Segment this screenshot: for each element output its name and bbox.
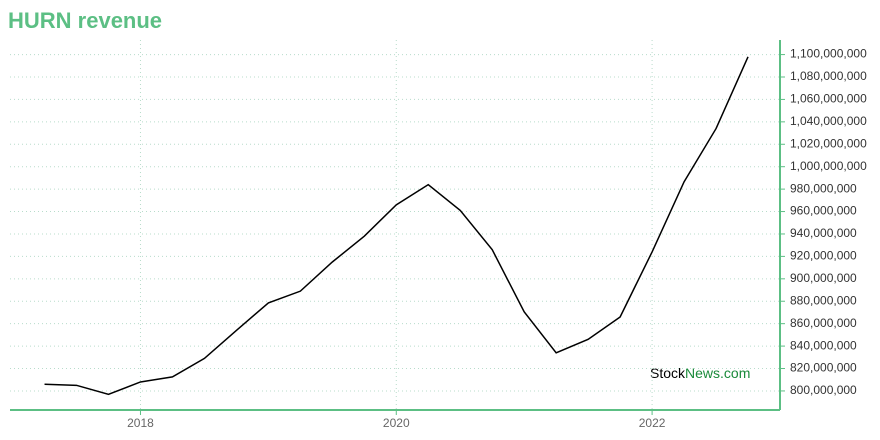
- x-tick-label: 2022: [639, 416, 666, 430]
- y-tick-label: 1,020,000,000: [790, 136, 867, 150]
- y-tick-label: 860,000,000: [790, 316, 857, 330]
- watermark: StockNews.com: [650, 365, 750, 381]
- chart-title: HURN revenue: [8, 8, 162, 33]
- y-tick-label: 1,100,000,000: [790, 47, 867, 61]
- y-tick-label: 880,000,000: [790, 293, 857, 307]
- y-tick-label: 840,000,000: [790, 338, 857, 352]
- y-tick-label: 920,000,000: [790, 249, 857, 263]
- y-tick-label: 820,000,000: [790, 361, 857, 375]
- y-tick-label: 1,000,000,000: [790, 159, 867, 173]
- y-tick-label: 900,000,000: [790, 271, 857, 285]
- x-tick-label: 2020: [383, 416, 410, 430]
- y-tick-label: 940,000,000: [790, 226, 857, 240]
- y-tick-label: 1,080,000,000: [790, 69, 867, 83]
- y-tick-label: 1,060,000,000: [790, 92, 867, 106]
- watermark-part: Stock: [650, 365, 686, 381]
- y-tick-label: 800,000,000: [790, 383, 857, 397]
- y-tick-label: 960,000,000: [790, 204, 857, 218]
- line: [44, 56, 749, 396]
- y-tick-label: 1,040,000,000: [790, 114, 867, 128]
- y-tick-label: 980,000,000: [790, 181, 857, 195]
- x-tick-label: 2018: [127, 416, 154, 430]
- watermark-part: News.com: [685, 365, 750, 381]
